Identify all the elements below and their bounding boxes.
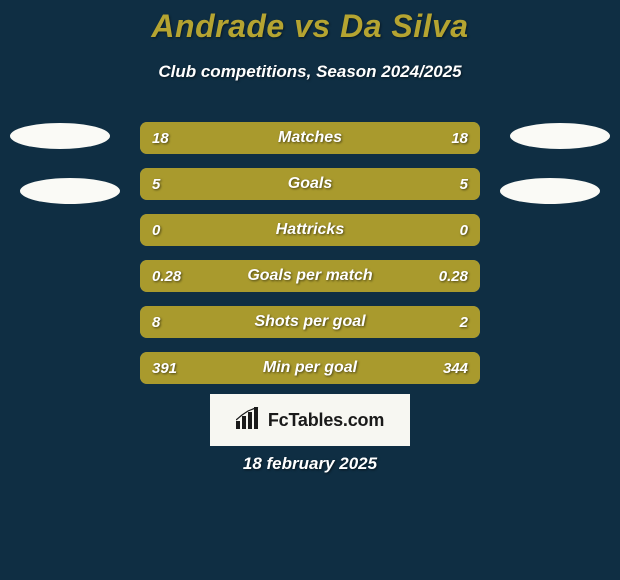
snapshot-date: 18 february 2025	[0, 454, 620, 474]
bar-value-right: 2	[460, 306, 468, 338]
bar-value-right: 0	[460, 214, 468, 246]
bar-label: Hattricks	[140, 214, 480, 246]
bar-label: Shots per goal	[140, 306, 480, 338]
stat-bars: 18Matches18 5Goals5 0Hattricks0 0.28Goals p…	[140, 122, 480, 398]
bar-label: Min per goal	[140, 352, 480, 384]
comparison-card: Andrade vs Da Silva Club competitions, S…	[0, 0, 620, 580]
bar-value-right: 18	[451, 122, 468, 154]
stat-bar: 0Hattricks0	[140, 214, 480, 246]
stat-bar: 5Goals5	[140, 168, 480, 200]
player2-name: Da Silva	[340, 8, 469, 44]
logo-text: FcTables.com	[268, 410, 384, 431]
player2-avatar-top	[510, 123, 610, 149]
player1-avatar-bot	[20, 178, 120, 204]
bar-label: Matches	[140, 122, 480, 154]
bar-label: Goals	[140, 168, 480, 200]
stat-bar: 391Min per goal344	[140, 352, 480, 384]
stat-bar: 18Matches18	[140, 122, 480, 154]
stat-bar: 8Shots per goal2	[140, 306, 480, 338]
player2-avatar-bot	[500, 178, 600, 204]
stat-bar: 0.28Goals per match0.28	[140, 260, 480, 292]
subtitle: Club competitions, Season 2024/2025	[0, 62, 620, 82]
bar-value-right: 344	[443, 352, 468, 384]
vs-separator: vs	[294, 8, 331, 44]
player1-avatar-top	[10, 123, 110, 149]
bar-label: Goals per match	[140, 260, 480, 292]
bar-value-right: 5	[460, 168, 468, 200]
fctables-logo: FcTables.com	[210, 394, 410, 446]
page-title: Andrade vs Da Silva	[0, 8, 620, 45]
bar-value-right: 0.28	[439, 260, 468, 292]
player1-name: Andrade	[151, 8, 284, 44]
logo-chart-icon	[236, 407, 262, 434]
